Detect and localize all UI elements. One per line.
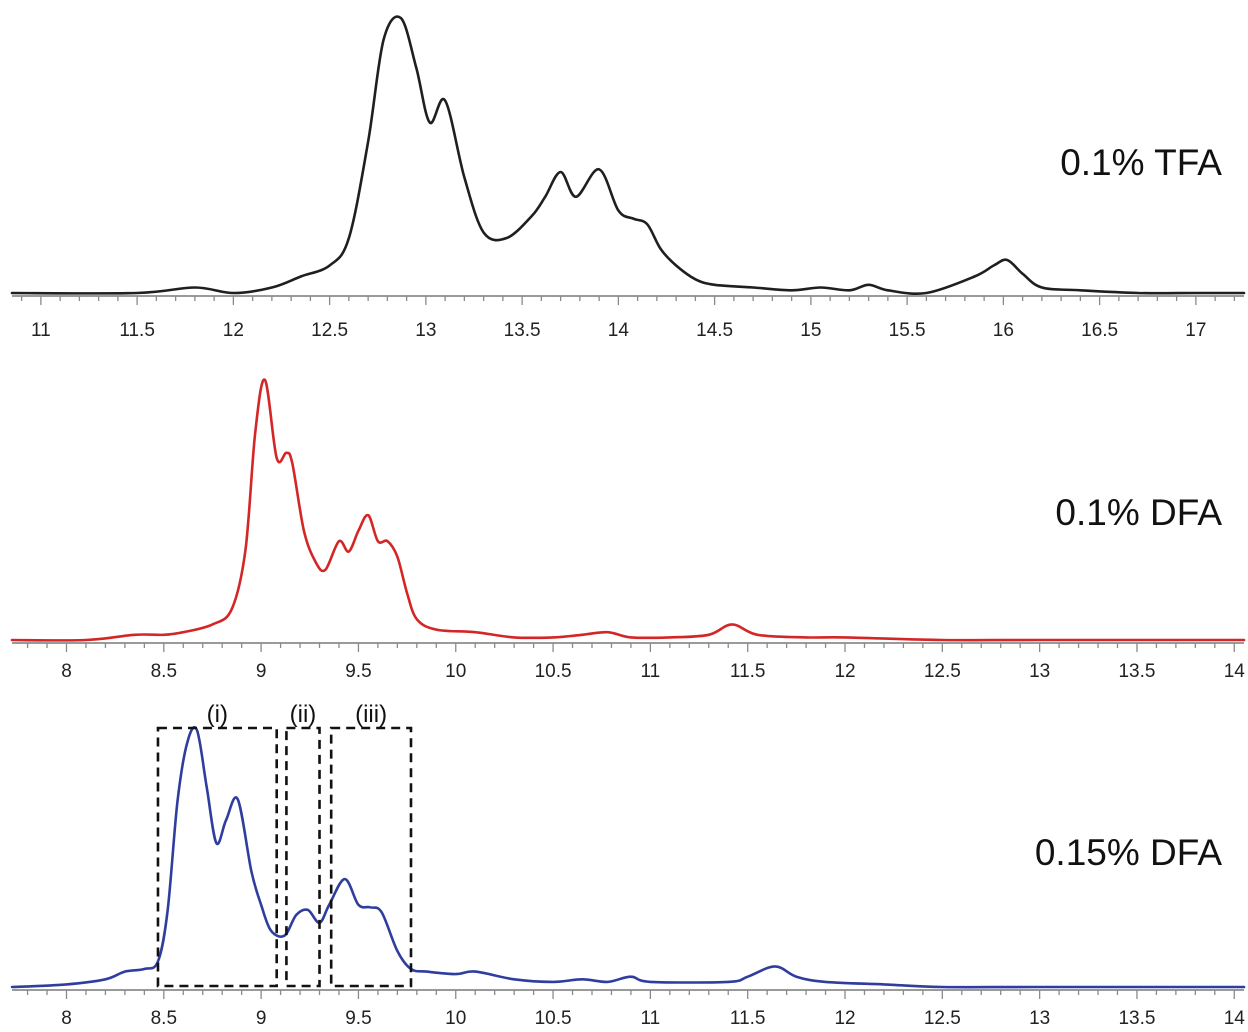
chromatogram-trace bbox=[10, 378, 1246, 642]
x-tick-label: 9.5 bbox=[345, 1008, 371, 1029]
x-tick-label: 12 bbox=[834, 1008, 855, 1029]
x-tick-label: 14 bbox=[1224, 1008, 1246, 1029]
chart-panel-3: 8 8.5 9 9.5 10 10.5 11 11.5 12 12.5 13 13.5 14 0.15% … bbox=[10, 701, 1246, 1029]
x-tick-label: 11.5 bbox=[119, 320, 155, 341]
x-tick-label: 10 bbox=[445, 1008, 466, 1029]
x-tick-label: 13 bbox=[415, 320, 436, 341]
x-tick-label: 10 bbox=[445, 661, 466, 682]
x-tick-label: 8 bbox=[61, 1008, 72, 1029]
annotation-box bbox=[285, 726, 321, 988]
x-tick-label: 8.5 bbox=[151, 661, 177, 682]
x-tick-label: 14.5 bbox=[696, 320, 733, 341]
x-tick-label: 8.5 bbox=[151, 1008, 177, 1029]
x-tick-label: 12.5 bbox=[311, 320, 348, 341]
chromatogram-trace bbox=[10, 725, 1246, 989]
chromatogram-trace bbox=[10, 15, 1246, 296]
x-tick-label: 11 bbox=[31, 320, 51, 341]
x-tick-label: 15.5 bbox=[889, 320, 926, 341]
x-tick-label: 15 bbox=[800, 320, 821, 341]
x-tick-label: 13.5 bbox=[504, 320, 541, 341]
annotation-label: (iii) bbox=[355, 701, 387, 728]
x-tick-label: 13.5 bbox=[1118, 661, 1155, 682]
panel-label: 0.15% DFA bbox=[1035, 832, 1222, 873]
x-tick-label: 11 bbox=[641, 661, 661, 682]
x-tick-label: 9 bbox=[256, 1008, 267, 1029]
x-tick-label: 9.5 bbox=[345, 661, 371, 682]
annotation-box bbox=[329, 726, 413, 988]
x-tick-label: 13 bbox=[1029, 1008, 1050, 1029]
x-tick-label: 16 bbox=[993, 320, 1014, 341]
x-tick-label: 8 bbox=[61, 661, 72, 682]
x-tick-label: 12.5 bbox=[924, 661, 961, 682]
x-tick-label: 10.5 bbox=[535, 1008, 572, 1029]
panel-label: 0.1% TFA bbox=[1060, 142, 1222, 183]
x-tick-label: 11.5 bbox=[730, 1008, 766, 1029]
annotation-box bbox=[156, 726, 278, 988]
x-tick-label: 12.5 bbox=[924, 1008, 961, 1029]
chart-panel-1: 11 11.5 12 12.5 13 13.5 14 14.5 15 15.5 16 16.5 17 0.… bbox=[10, 15, 1246, 341]
x-tick-label: 17 bbox=[1185, 320, 1206, 341]
x-tick-label: 11.5 bbox=[730, 661, 766, 682]
x-tick-label: 12 bbox=[223, 320, 244, 341]
annotation-label: (ii) bbox=[290, 701, 317, 728]
x-tick-label: 11 bbox=[641, 1008, 661, 1029]
x-tick-label: 10.5 bbox=[535, 661, 572, 682]
x-tick-label: 13.5 bbox=[1118, 1008, 1155, 1029]
chart-panel-2: 8 8.5 9 9.5 10 10.5 11 11.5 12 12.5 13 13.5 14 0.1% D… bbox=[10, 378, 1246, 682]
annotation-label: (i) bbox=[207, 701, 228, 728]
x-tick-label: 14 bbox=[1224, 661, 1246, 682]
x-tick-label: 16.5 bbox=[1081, 320, 1118, 341]
x-tick-label: 9 bbox=[256, 661, 267, 682]
x-tick-label: 14 bbox=[608, 320, 630, 341]
panel-label: 0.1% DFA bbox=[1055, 492, 1222, 533]
x-tick-label: 13 bbox=[1029, 661, 1050, 682]
x-tick-label: 12 bbox=[834, 661, 855, 682]
